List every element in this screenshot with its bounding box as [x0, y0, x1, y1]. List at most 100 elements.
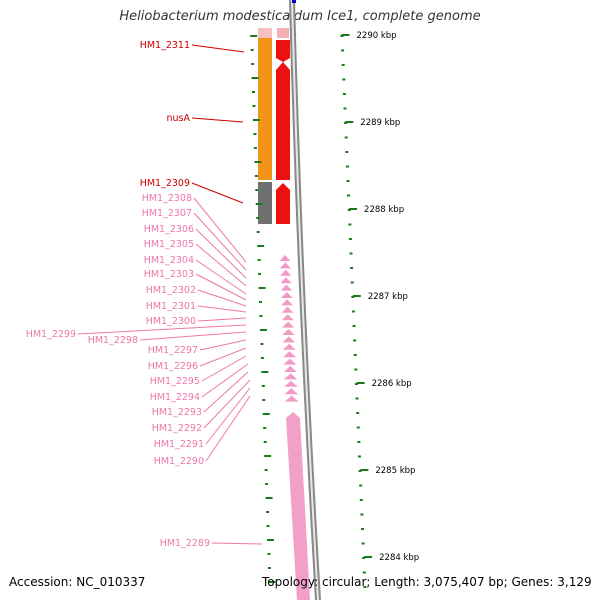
- gene-label[interactable]: HM1_2294: [150, 392, 200, 403]
- small-gene-arrow[interactable]: [283, 358, 297, 365]
- inner-tick: [268, 581, 276, 583]
- inner-tick: [255, 203, 263, 205]
- inner-tick: [260, 343, 264, 345]
- small-gene-arrow[interactable]: [284, 380, 298, 387]
- outer-tick: [357, 441, 361, 443]
- small-gene-arrow[interactable]: [282, 343, 296, 350]
- inner-tick: [263, 427, 267, 429]
- gene-label-leader: [191, 182, 244, 204]
- small-gene-arrow[interactable]: [282, 336, 296, 343]
- gene-label-leader: [191, 117, 244, 123]
- outer-tick: [362, 557, 366, 559]
- gene-label[interactable]: HM1_2308: [142, 193, 192, 204]
- gene-label[interactable]: HM1_2306: [144, 224, 194, 235]
- gene-label[interactable]: HM1_2298: [88, 335, 138, 346]
- small-gene-arrow[interactable]: [280, 269, 292, 276]
- outer-tick: [343, 107, 347, 110]
- gene-block-grey[interactable]: [258, 182, 272, 224]
- gene-label[interactable]: HM1_2291: [154, 439, 204, 450]
- gene-label-leader: [193, 197, 247, 263]
- outer-tick: [360, 513, 364, 516]
- inner-tick: [252, 91, 256, 93]
- gene-label[interactable]: HM1_2304: [144, 255, 194, 266]
- small-gene-arrow[interactable]: [281, 321, 295, 328]
- gene-arrow-red-3[interactable]: [276, 183, 290, 224]
- gene-arrow-red-2[interactable]: [276, 62, 290, 180]
- small-gene-arrow[interactable]: [280, 292, 293, 298]
- inner-tick: [255, 189, 259, 191]
- gene-label[interactable]: HM1_2289: [160, 538, 210, 549]
- outer-tick: [349, 252, 353, 255]
- gene-label[interactable]: HM1_2303: [144, 269, 194, 280]
- small-gene-arrow[interactable]: [283, 373, 298, 380]
- inner-tick: [265, 483, 269, 485]
- origin-marker: [292, 0, 296, 3]
- gene-block-orange[interactable]: [258, 38, 272, 180]
- outer-tick: [356, 412, 360, 414]
- scale-label: 2285 kbp: [375, 466, 415, 476]
- gene-label[interactable]: HM1_2296: [148, 361, 198, 372]
- inner-tick: [252, 119, 260, 121]
- gene-label[interactable]: HM1_2293: [152, 407, 202, 418]
- gene-block-top[interactable]: [258, 28, 272, 38]
- gene-label[interactable]: HM1_2300: [146, 316, 196, 327]
- outer-tick: [344, 136, 348, 139]
- gene-label-leader: [203, 379, 251, 429]
- major-tick: [341, 34, 350, 36]
- outer-tick: [361, 528, 364, 530]
- outer-tick: [361, 542, 365, 545]
- gene-label[interactable]: HM1_2292: [152, 423, 202, 434]
- inner-tick: [259, 315, 263, 317]
- gene-label-leader: [197, 317, 247, 322]
- outer-tick: [348, 223, 352, 226]
- gene-label[interactable]: HM1_2307: [142, 208, 192, 219]
- scale-label: 2287 kbp: [368, 292, 408, 302]
- gene-label[interactable]: HM1_2297: [148, 345, 198, 356]
- small-gene-arrow[interactable]: [281, 314, 294, 321]
- gene-label[interactable]: nusA: [167, 113, 191, 124]
- gene-label-leader: [195, 259, 247, 295]
- topology-text: Topology: circular; Length: 3,075,407 bp…: [262, 575, 592, 589]
- gene-label[interactable]: HM1_2309: [140, 178, 190, 189]
- small-gene-arrow[interactable]: [280, 277, 292, 284]
- gene-label[interactable]: HM1_2302: [146, 285, 196, 296]
- small-gene-arrow[interactable]: [281, 299, 294, 306]
- gene-label-leader: [205, 395, 251, 462]
- inner-tick: [263, 441, 267, 443]
- inner-tick: [264, 469, 268, 471]
- gene-label[interactable]: HM1_2290: [154, 456, 204, 467]
- outer-tick: [341, 64, 345, 66]
- gene-label[interactable]: HM1_2299: [26, 329, 76, 340]
- small-gene-arrow[interactable]: [282, 329, 295, 335]
- gene-label[interactable]: HM1_2311: [140, 40, 190, 51]
- inner-tick: [257, 259, 261, 261]
- outer-tick: [355, 397, 359, 400]
- gene-label-leader: [199, 339, 247, 351]
- gene-label[interactable]: HM1_2305: [144, 239, 194, 250]
- inner-tick: [257, 245, 265, 247]
- small-gene-arrow[interactable]: [279, 255, 291, 261]
- inner-tick: [262, 413, 270, 415]
- inner-tick: [267, 553, 271, 555]
- small-gene-arrows: [279, 255, 299, 402]
- gene-label[interactable]: HM1_2295: [150, 376, 200, 387]
- outer-tick: [348, 238, 352, 240]
- small-gene-arrow[interactable]: [283, 366, 297, 372]
- gene-label-leader: [197, 305, 247, 313]
- small-gene-arrow[interactable]: [284, 395, 299, 402]
- gene-label-leader: [191, 44, 245, 53]
- small-gene-arrow[interactable]: [283, 351, 297, 358]
- inner-tick: [267, 567, 271, 569]
- inner-tick: [253, 133, 257, 135]
- gene-arrow-red-1[interactable]: [276, 40, 290, 62]
- gene-label[interactable]: HM1_2301: [146, 301, 196, 312]
- small-gene-arrow[interactable]: [284, 388, 299, 395]
- gene-block-pink-large[interactable]: [286, 412, 310, 600]
- small-gene-arrow[interactable]: [281, 306, 294, 313]
- gene-arrow-top[interactable]: [277, 28, 289, 38]
- scale-label: 2288 kbp: [364, 205, 404, 215]
- small-gene-arrow[interactable]: [279, 262, 291, 269]
- inner-tick: [250, 49, 254, 51]
- small-gene-arrow[interactable]: [280, 284, 293, 291]
- inner-tick: [264, 455, 272, 457]
